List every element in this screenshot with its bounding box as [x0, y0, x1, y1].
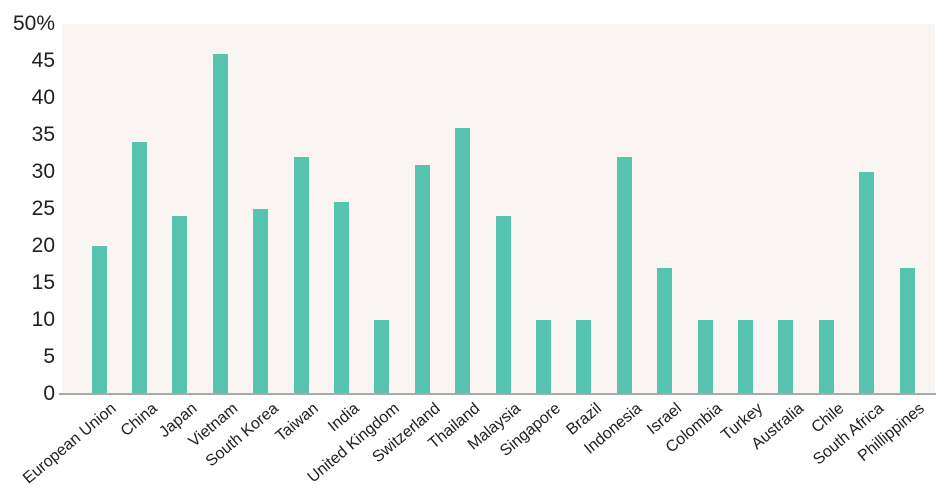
bar-taiwan [293, 157, 309, 394]
bar-european-union [91, 246, 107, 394]
y-tick-label: 50% [12, 12, 55, 35]
y-tick-label: 30 [31, 160, 55, 183]
bar-israel [657, 268, 673, 394]
bar-india [333, 201, 349, 394]
y-tick-label: 25 [31, 197, 55, 220]
y-tick-label: 45 [31, 49, 55, 72]
bar-south-korea [253, 209, 269, 394]
x-tick-label: European Union [20, 400, 120, 488]
bar-malaysia [495, 216, 511, 394]
bar-turkey [737, 320, 753, 394]
y-tick-label: 15 [31, 271, 55, 294]
bar-chile [818, 320, 834, 394]
y-tick-label: 35 [31, 123, 55, 146]
bar-china [131, 142, 147, 394]
bar-south-africa [859, 172, 875, 394]
bar-australia [778, 320, 794, 394]
x-axis-baseline [59, 393, 936, 395]
bar-indonesia [616, 157, 632, 394]
x-tick-label: China [117, 400, 161, 440]
y-tick-label: 40 [31, 86, 55, 109]
x-tick-label: Taiwan [272, 400, 322, 446]
bar-colombia [697, 320, 713, 394]
bar-singapore [535, 320, 551, 394]
plot-area [62, 24, 935, 394]
y-tick-label: 0 [43, 382, 55, 405]
bar-united-kingdom [374, 320, 390, 394]
bar-japan [172, 216, 188, 394]
bar-vietnam [212, 53, 228, 394]
bar-switzerland [414, 164, 430, 394]
y-tick-label: 10 [31, 308, 55, 331]
bar-brazil [576, 320, 592, 394]
bar-thailand [455, 127, 471, 394]
y-tick-label: 5 [43, 345, 55, 368]
y-tick-label: 20 [31, 234, 55, 257]
bar-phillippines [899, 268, 915, 394]
